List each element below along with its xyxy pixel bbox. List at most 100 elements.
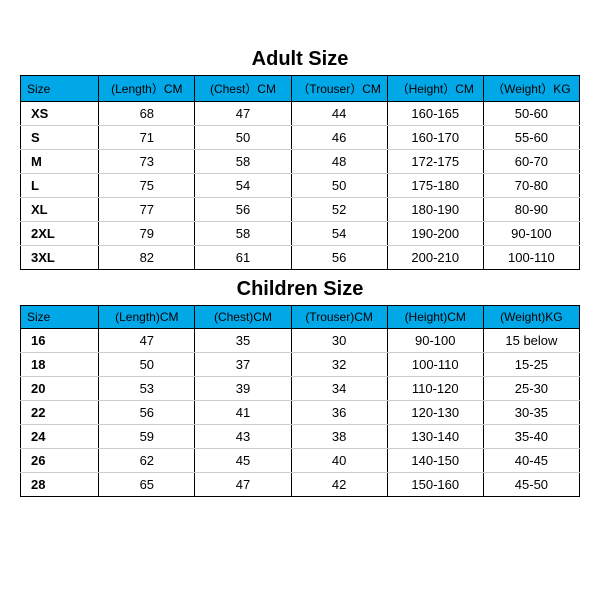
size-cell: 18	[21, 353, 99, 377]
data-cell: 37	[195, 353, 291, 377]
data-cell: 110-120	[387, 377, 483, 401]
data-cell: 47	[195, 102, 291, 126]
data-cell: 46	[291, 126, 387, 150]
data-cell: 45-50	[483, 473, 579, 497]
data-cell: 56	[195, 198, 291, 222]
col-chest: (Chest）CM	[195, 76, 291, 102]
table-row: 2XL795854190-20090-100	[21, 222, 580, 246]
data-cell: 190-200	[387, 222, 483, 246]
data-cell: 47	[195, 473, 291, 497]
children-title: Children Size	[20, 278, 580, 301]
data-cell: 53	[99, 377, 195, 401]
data-cell: 70-80	[483, 174, 579, 198]
data-cell: 50	[195, 126, 291, 150]
data-cell: 50-60	[483, 102, 579, 126]
data-cell: 68	[99, 102, 195, 126]
data-cell: 150-160	[387, 473, 483, 497]
data-cell: 56	[99, 401, 195, 425]
data-cell: 39	[195, 377, 291, 401]
size-cell: 20	[21, 377, 99, 401]
size-cell: 26	[21, 449, 99, 473]
col-weight: (Weight)KG	[483, 306, 579, 329]
size-cell: S	[21, 126, 99, 150]
data-cell: 90-100	[483, 222, 579, 246]
size-cell: 22	[21, 401, 99, 425]
data-cell: 35	[195, 329, 291, 353]
data-cell: 54	[291, 222, 387, 246]
size-cell: 2XL	[21, 222, 99, 246]
col-size: Size	[21, 306, 99, 329]
data-cell: 32	[291, 353, 387, 377]
data-cell: 58	[195, 222, 291, 246]
table-row: 3XL826156200-210100-110	[21, 246, 580, 270]
size-chart: Adult Size Size (Length）CM (Chest）CM （Tr…	[0, 0, 600, 517]
table-row: S715046160-17055-60	[21, 126, 580, 150]
data-cell: 200-210	[387, 246, 483, 270]
data-cell: 52	[291, 198, 387, 222]
data-cell: 45	[195, 449, 291, 473]
data-cell: 54	[195, 174, 291, 198]
data-cell: 71	[99, 126, 195, 150]
data-cell: 100-110	[483, 246, 579, 270]
data-cell: 80-90	[483, 198, 579, 222]
data-cell: 15 below	[483, 329, 579, 353]
data-cell: 160-170	[387, 126, 483, 150]
data-cell: 82	[99, 246, 195, 270]
table-row: 24594338130-14035-40	[21, 425, 580, 449]
size-cell: 16	[21, 329, 99, 353]
col-height: （Height）CM	[387, 76, 483, 102]
table-row: M735848172-17560-70	[21, 150, 580, 174]
data-cell: 50	[99, 353, 195, 377]
data-cell: 38	[291, 425, 387, 449]
data-cell: 60-70	[483, 150, 579, 174]
table-row: 18503732100-11015-25	[21, 353, 580, 377]
table-row: XL775652180-19080-90	[21, 198, 580, 222]
data-cell: 56	[291, 246, 387, 270]
data-cell: 47	[99, 329, 195, 353]
data-cell: 175-180	[387, 174, 483, 198]
table-row: 28654742150-16045-50	[21, 473, 580, 497]
size-cell: 28	[21, 473, 99, 497]
col-size: Size	[21, 76, 99, 102]
data-cell: 62	[99, 449, 195, 473]
data-cell: 79	[99, 222, 195, 246]
adult-title: Adult Size	[20, 48, 580, 71]
data-cell: 180-190	[387, 198, 483, 222]
data-cell: 30	[291, 329, 387, 353]
data-cell: 73	[99, 150, 195, 174]
data-cell: 59	[99, 425, 195, 449]
data-cell: 36	[291, 401, 387, 425]
data-cell: 35-40	[483, 425, 579, 449]
col-trouser: （Trouser）CM	[291, 76, 387, 102]
size-cell: M	[21, 150, 99, 174]
col-length: (Length)CM	[99, 306, 195, 329]
data-cell: 40	[291, 449, 387, 473]
size-cell: 3XL	[21, 246, 99, 270]
data-cell: 40-45	[483, 449, 579, 473]
adult-header-row: Size (Length）CM (Chest）CM （Trouser）CM （H…	[21, 76, 580, 102]
table-row: XS684744160-16550-60	[21, 102, 580, 126]
adult-table: Size (Length）CM (Chest）CM （Trouser）CM （H…	[20, 75, 580, 270]
col-weight: （Weight）KG	[483, 76, 579, 102]
table-row: 1647353090-10015 below	[21, 329, 580, 353]
data-cell: 34	[291, 377, 387, 401]
children-header-row: Size (Length)CM (Chest)CM (Trouser)CM (H…	[21, 306, 580, 329]
data-cell: 172-175	[387, 150, 483, 174]
table-row: L755450175-18070-80	[21, 174, 580, 198]
data-cell: 130-140	[387, 425, 483, 449]
data-cell: 55-60	[483, 126, 579, 150]
data-cell: 48	[291, 150, 387, 174]
data-cell: 43	[195, 425, 291, 449]
data-cell: 140-150	[387, 449, 483, 473]
col-length: (Length）CM	[99, 76, 195, 102]
data-cell: 15-25	[483, 353, 579, 377]
col-chest: (Chest)CM	[195, 306, 291, 329]
size-cell: XL	[21, 198, 99, 222]
table-row: 20533934110-12025-30	[21, 377, 580, 401]
col-height: (Height)CM	[387, 306, 483, 329]
col-trouser: (Trouser)CM	[291, 306, 387, 329]
children-table: Size (Length)CM (Chest)CM (Trouser)CM (H…	[20, 305, 580, 497]
data-cell: 58	[195, 150, 291, 174]
data-cell: 90-100	[387, 329, 483, 353]
data-cell: 120-130	[387, 401, 483, 425]
